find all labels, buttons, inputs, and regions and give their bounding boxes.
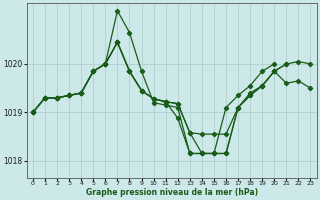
X-axis label: Graphe pression niveau de la mer (hPa): Graphe pression niveau de la mer (hPa) — [86, 188, 258, 197]
